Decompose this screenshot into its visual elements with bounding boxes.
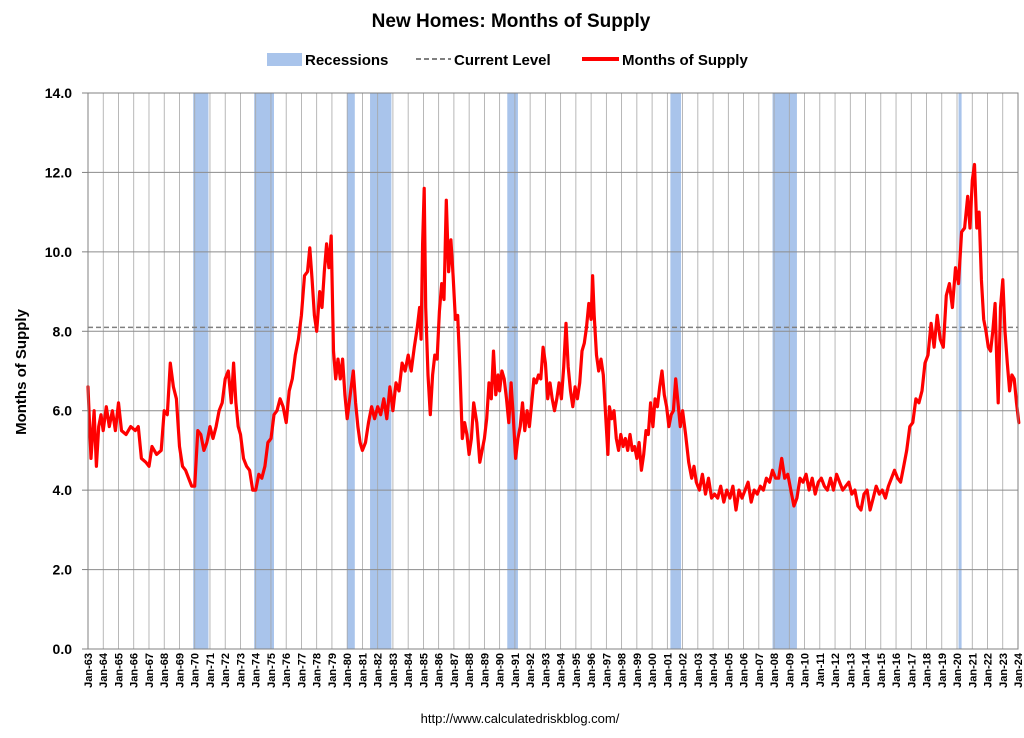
x-tick-label: Jan-75: [266, 653, 278, 688]
recession-band: [347, 93, 355, 649]
recession-band: [670, 93, 682, 649]
y-tick-label: 12.0: [45, 164, 72, 180]
legend-swatch-recessions: [267, 53, 302, 66]
legend-label-months-of-supply: Months of Supply: [622, 52, 748, 69]
x-tick-label: Jan-85: [418, 653, 430, 688]
recession-band: [254, 93, 274, 649]
x-tick-label: Jan-12: [830, 653, 842, 688]
x-tick-label: Jan-84: [403, 652, 415, 688]
x-tick-label: Jan-66: [129, 653, 141, 688]
x-tick-label: Jan-10: [800, 653, 812, 688]
x-tick-label: Jan-11: [815, 653, 827, 687]
x-tick-label: Jan-65: [113, 653, 125, 688]
x-tick-label: Jan-16: [891, 653, 903, 688]
x-tick-label: Jan-81: [357, 653, 369, 688]
y-tick-label: 10.0: [45, 244, 72, 260]
x-tick-label: Jan-06: [739, 653, 751, 688]
x-tick-label: Jan-88: [464, 653, 476, 688]
x-tick-label: Jan-24: [1013, 652, 1024, 688]
x-tick-label: Jan-73: [235, 653, 247, 688]
x-tick-label: Jan-89: [479, 653, 491, 688]
x-tick-label: Jan-77: [296, 653, 308, 688]
x-tick-label: Jan-91: [510, 653, 522, 688]
x-tick-label: Jan-68: [159, 653, 171, 688]
x-tick-label: Jan-87: [449, 653, 461, 688]
x-tick-label: Jan-96: [586, 653, 598, 688]
x-tick-label: Jan-20: [952, 653, 964, 688]
x-tick-label: Jan-83: [388, 653, 400, 688]
x-tick-label: Jan-14: [861, 652, 873, 688]
recession-band: [958, 93, 962, 649]
x-tick-label: Jan-03: [693, 653, 705, 688]
x-tick-label: Jan-69: [174, 653, 186, 688]
x-tick-label: Jan-97: [601, 653, 613, 688]
x-tick-label: Jan-23: [998, 653, 1010, 688]
y-tick-label: 6.0: [53, 403, 73, 419]
x-tick-label: Jan-93: [540, 653, 552, 688]
recession-band: [772, 93, 797, 649]
x-tick-label: Jan-02: [678, 653, 690, 688]
x-tick-label: Jan-92: [525, 653, 537, 688]
x-tick-label: Jan-98: [617, 653, 629, 688]
x-tick-label: Jan-17: [906, 653, 918, 688]
x-tick-label: Jan-90: [495, 653, 507, 688]
x-tick-label: Jan-15: [876, 653, 888, 688]
x-tick-label: Jan-07: [754, 653, 766, 688]
plot-area: [86, 92, 1021, 650]
x-tick-label: Jan-00: [647, 653, 659, 688]
y-axis-label: Months of Supply: [13, 308, 30, 434]
y-tick-label: 4.0: [53, 482, 73, 498]
x-tick-label: Jan-63: [83, 653, 95, 688]
y-tick-label: 8.0: [53, 323, 73, 339]
x-tick-label: Jan-80: [342, 653, 354, 688]
x-tick-label: Jan-67: [144, 653, 156, 688]
x-tick-label: Jan-21: [967, 653, 979, 688]
y-tick-label: 2.0: [53, 562, 73, 578]
source-link[interactable]: http://www.calculatedriskblog.com/: [421, 711, 620, 726]
x-tick-label: Jan-82: [373, 653, 385, 688]
legend-label-recessions: Recessions: [305, 52, 388, 69]
series-line-months-of-supply: [86, 162, 1021, 512]
recession-band: [193, 93, 209, 649]
chart-title: New Homes: Months of Supply: [372, 11, 651, 32]
legend: Recessions Current Level Months of Suppl…: [267, 52, 748, 69]
x-tick-label: Jan-22: [983, 653, 995, 688]
x-tick-label: Jan-13: [845, 653, 857, 688]
recession-band: [370, 93, 392, 649]
x-tick-label: Jan-86: [434, 653, 446, 688]
x-tick-label: Jan-79: [327, 653, 339, 688]
x-tick-label: Jan-08: [769, 653, 781, 688]
x-tick-label: Jan-18: [922, 653, 934, 688]
y-axis-ticks: 0.0 2.0 4.0 6.0 8.0 10.0 12.0 14.0: [45, 85, 88, 657]
x-tick-label: Jan-72: [220, 653, 232, 688]
x-tick-label: Jan-94: [556, 652, 568, 688]
x-tick-label: Jan-05: [723, 653, 735, 688]
recession-bands: [193, 93, 962, 649]
legend-label-current-level: Current Level: [454, 52, 551, 69]
y-tick-label: 0.0: [53, 641, 73, 657]
plot-border: [87, 92, 1019, 650]
x-tick-label: Jan-95: [571, 653, 583, 688]
x-tick-label: Jan-70: [190, 653, 202, 688]
x-tick-label: Jan-78: [312, 653, 324, 688]
y-tick-label: 14.0: [45, 85, 72, 101]
x-tick-label: Jan-64: [98, 652, 110, 688]
x-tick-label: Jan-74: [251, 652, 263, 688]
x-tick-label: Jan-09: [784, 653, 796, 688]
x-tick-label: Jan-71: [205, 653, 217, 688]
x-tick-label: Jan-76: [281, 653, 293, 688]
recession-band: [507, 93, 518, 649]
x-tick-label: Jan-99: [632, 653, 644, 688]
x-tick-label: Jan-01: [662, 653, 674, 688]
x-axis-ticks: Jan-63 Jan-64 Jan-65 Jan-66 Jan-67 Jan-68 Jan-…: [83, 652, 1024, 688]
x-tick-label: Jan-04: [708, 652, 720, 688]
x-tick-label: Jan-19: [937, 653, 949, 688]
